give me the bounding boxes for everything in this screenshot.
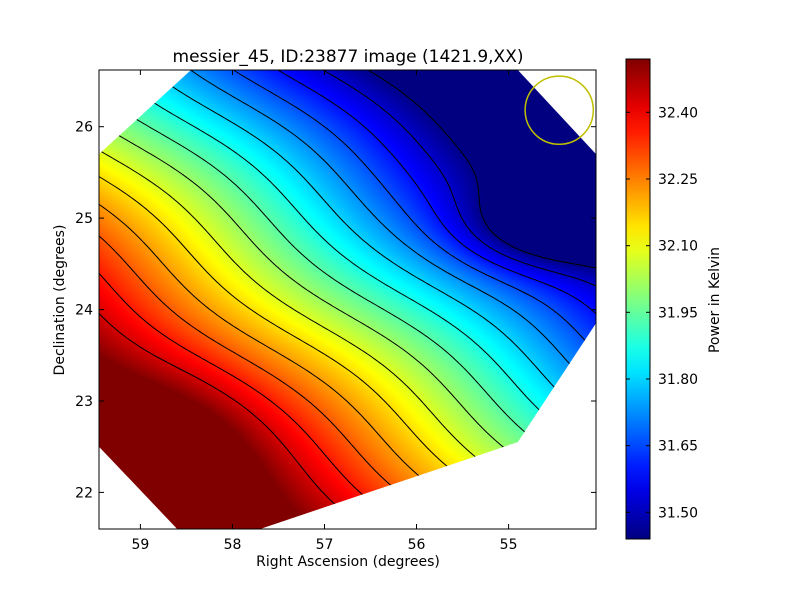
colorbar-tick-label-6: 32.40 <box>658 105 698 121</box>
x-axis-ticks: 59 58 57 56 55 <box>131 70 518 553</box>
colorbar-tick-label-5: 32.25 <box>658 172 698 188</box>
y-tick-label-2: 24 <box>75 303 93 319</box>
y-tick-label-3: 25 <box>75 211 93 227</box>
y-tick-label-0: 22 <box>75 485 93 501</box>
colorbar-frame <box>625 58 651 540</box>
colorbar-tick-label-2: 31.80 <box>658 372 698 388</box>
plot-frame <box>98 69 597 530</box>
colorbar-gradient <box>626 59 650 539</box>
y-axis-label: Declination (degrees) <box>52 225 68 376</box>
contour-line-0 <box>367 70 596 270</box>
x-axis-label: Right Ascension (degrees) <box>256 554 440 570</box>
x-tick-label-3: 56 <box>408 537 426 553</box>
x-tick-label-2: 57 <box>316 537 334 553</box>
y-tick-label-1: 23 <box>75 394 93 410</box>
colorbar-tick-label-4: 32.10 <box>658 239 698 255</box>
x-tick-label-0: 59 <box>131 537 149 553</box>
plot-area <box>99 70 596 529</box>
x-tick-label-4: 55 <box>500 537 518 553</box>
chart-title: messier_45, ID:23877 image (1421.9,XX) <box>173 47 524 67</box>
colorbar-label: Power in Kelvin <box>707 247 723 353</box>
colorbar-ticks: 31.50 31.65 31.80 31.95 32.10 32.25 32.40 <box>626 105 698 521</box>
colorbar-tick-label-3: 31.95 <box>658 305 698 321</box>
colorbar: 31.50 31.65 31.80 31.95 32.10 32.25 32.40 Powe… <box>625 58 723 540</box>
beam-circle <box>524 75 595 146</box>
contour-line-1 <box>322 70 596 288</box>
colorbar-tick-label-1: 31.65 <box>658 439 698 455</box>
y-tick-label-4: 26 <box>75 120 93 136</box>
colorbar-tick-label-0: 31.50 <box>658 505 698 521</box>
y-axis-ticks: 22 23 24 25 26 <box>75 120 596 501</box>
x-tick-label-1: 58 <box>224 537 242 553</box>
